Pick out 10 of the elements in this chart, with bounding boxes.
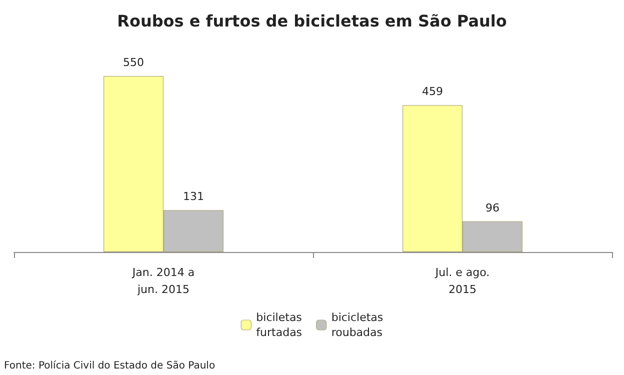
- source-note: Fonte: Polícia Civil do Estado de São Paulo: [4, 360, 216, 372]
- x-tick-label: Jul. e ago. 2015: [434, 266, 490, 296]
- x-tick-label: Jan. 2014 a jun. 2015: [131, 266, 195, 296]
- chart-title: Roubos e furtos de bicicletas em São Paulo: [117, 12, 507, 30]
- data-label: 96: [486, 201, 500, 214]
- legend-label: bicicletas roubadas: [331, 311, 384, 339]
- data-label: 131: [183, 190, 204, 204]
- data-label: 550: [123, 56, 144, 69]
- data-label: 459: [422, 85, 443, 98]
- legend-label: biciletas furtadas: [256, 311, 302, 339]
